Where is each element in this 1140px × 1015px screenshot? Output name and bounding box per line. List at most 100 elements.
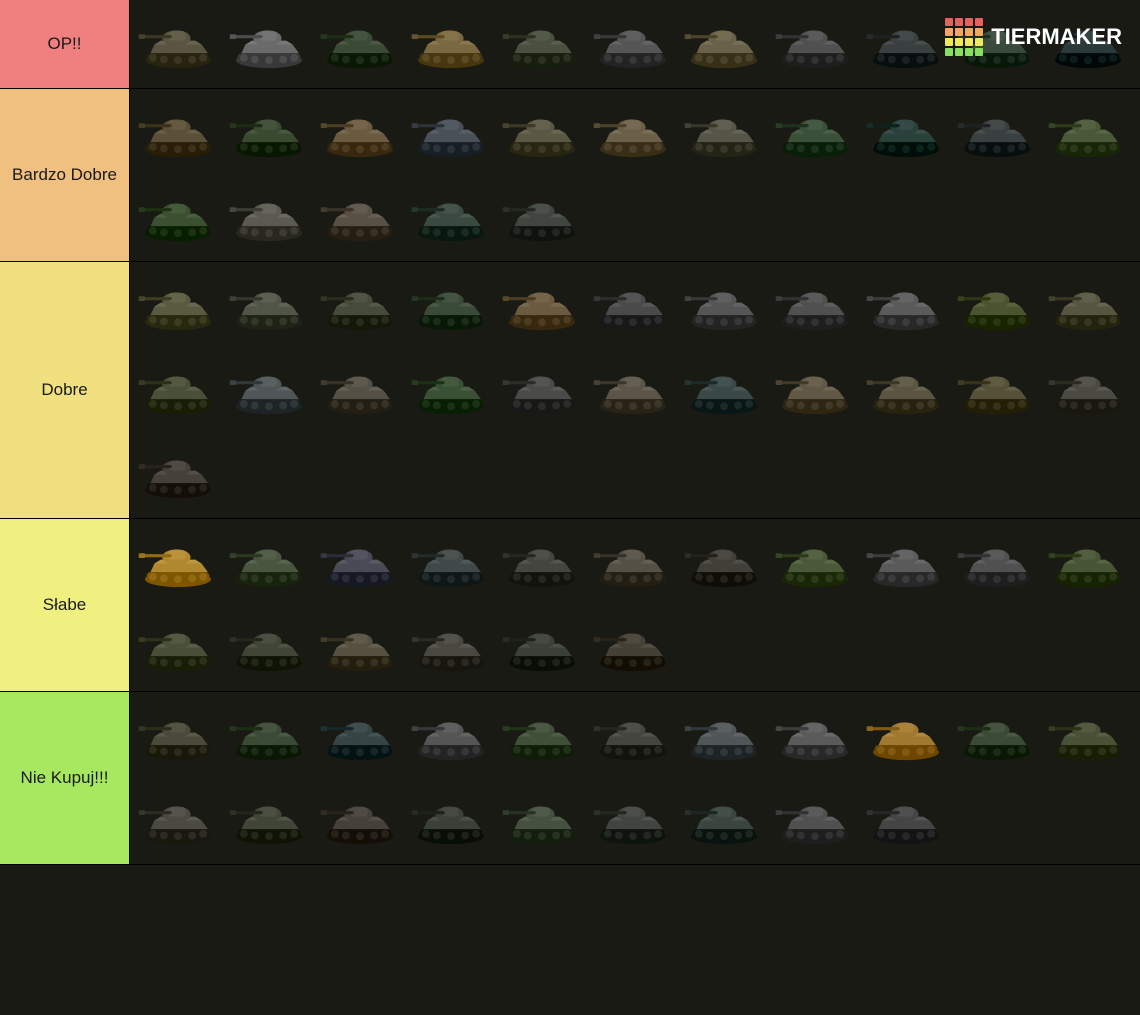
tank-item[interactable] [406, 176, 495, 258]
tank-item[interactable] [861, 779, 950, 861]
tank-item[interactable] [133, 522, 222, 604]
tank-item[interactable] [679, 3, 768, 85]
logo-cell [955, 48, 963, 56]
tank-item[interactable] [679, 779, 768, 861]
tier-list: OP!! [0, 0, 1140, 865]
tank-item[interactable] [406, 3, 495, 85]
tank-item[interactable] [861, 92, 950, 174]
tank-item[interactable] [133, 265, 222, 347]
tank-item[interactable] [679, 92, 768, 174]
tiermaker-logo: TIERMAKER [945, 18, 1122, 56]
tank-item[interactable] [588, 349, 677, 431]
tank-item[interactable] [497, 176, 586, 258]
tier-label[interactable]: Dobre [0, 262, 130, 518]
tank-item[interactable] [224, 779, 313, 861]
tank-item[interactable] [315, 265, 404, 347]
tank-item[interactable] [497, 265, 586, 347]
tank-item[interactable] [770, 522, 859, 604]
tank-item[interactable] [497, 522, 586, 604]
tank-item[interactable] [315, 176, 404, 258]
tank-item[interactable] [770, 92, 859, 174]
tank-item[interactable] [770, 695, 859, 777]
tank-item[interactable] [224, 522, 313, 604]
tank-item[interactable] [133, 695, 222, 777]
tier-label[interactable]: Słabe [0, 519, 130, 691]
tank-item[interactable] [497, 92, 586, 174]
tank-item[interactable] [406, 522, 495, 604]
tank-item[interactable] [224, 3, 313, 85]
tank-item[interactable] [406, 265, 495, 347]
tank-item[interactable] [861, 522, 950, 604]
tank-item[interactable] [952, 349, 1041, 431]
tank-item[interactable] [770, 265, 859, 347]
tank-item[interactable] [315, 779, 404, 861]
tank-item[interactable] [770, 3, 859, 85]
tank-item[interactable] [952, 695, 1041, 777]
tank-item[interactable] [1043, 92, 1132, 174]
tank-item[interactable] [133, 349, 222, 431]
tank-item[interactable] [497, 606, 586, 688]
tier-label[interactable]: Bardzo Dobre [0, 89, 130, 261]
tank-item[interactable] [315, 92, 404, 174]
tank-item[interactable] [315, 606, 404, 688]
tank-item[interactable] [406, 606, 495, 688]
tank-item[interactable] [315, 349, 404, 431]
tank-item[interactable] [861, 695, 950, 777]
tank-item[interactable] [588, 92, 677, 174]
tank-item[interactable] [497, 695, 586, 777]
tank-item[interactable] [770, 779, 859, 861]
logo-cell [965, 48, 973, 56]
tank-item[interactable] [1043, 349, 1132, 431]
tank-item[interactable] [1043, 522, 1132, 604]
tank-item[interactable] [952, 92, 1041, 174]
tank-item[interactable] [770, 349, 859, 431]
tier-items [130, 692, 1140, 864]
tank-item[interactable] [588, 522, 677, 604]
tank-item[interactable] [588, 606, 677, 688]
tank-item[interactable] [588, 779, 677, 861]
tank-item[interactable] [224, 176, 313, 258]
tank-item[interactable] [133, 92, 222, 174]
tank-item[interactable] [406, 695, 495, 777]
tank-item[interactable] [406, 779, 495, 861]
tank-item[interactable] [133, 606, 222, 688]
tank-item[interactable] [588, 695, 677, 777]
tank-item[interactable] [588, 3, 677, 85]
tank-item[interactable] [315, 522, 404, 604]
tank-item[interactable] [1043, 265, 1132, 347]
tank-item[interactable] [133, 176, 222, 258]
tank-item[interactable] [952, 265, 1041, 347]
tank-item[interactable] [952, 522, 1041, 604]
tank-item[interactable] [224, 349, 313, 431]
tank-item[interactable] [588, 265, 677, 347]
tank-item[interactable] [224, 265, 313, 347]
tank-item[interactable] [679, 695, 768, 777]
tank-item[interactable] [497, 349, 586, 431]
tank-item[interactable] [406, 349, 495, 431]
tier-label[interactable]: Nie Kupuj!!! [0, 692, 130, 864]
tank-item[interactable] [224, 695, 313, 777]
tank-item[interactable] [679, 522, 768, 604]
tank-item[interactable] [315, 3, 404, 85]
tank-item[interactable] [1043, 695, 1132, 777]
tank-item[interactable] [133, 779, 222, 861]
tank-item[interactable] [861, 265, 950, 347]
logo-cell [975, 18, 983, 26]
tank-item[interactable] [133, 433, 222, 515]
tank-item[interactable] [224, 92, 313, 174]
tank-item[interactable] [679, 265, 768, 347]
tier-items [130, 262, 1140, 518]
tank-item[interactable] [679, 349, 768, 431]
tank-item[interactable] [861, 3, 950, 85]
tank-item[interactable] [315, 695, 404, 777]
tank-item[interactable] [497, 779, 586, 861]
tank-item[interactable] [406, 92, 495, 174]
tank-item[interactable] [224, 606, 313, 688]
tank-item[interactable] [861, 349, 950, 431]
logo-cell [945, 38, 953, 46]
tank-item[interactable] [497, 3, 586, 85]
tank-item[interactable] [133, 3, 222, 85]
tier-items [130, 519, 1140, 691]
tier-label[interactable]: OP!! [0, 0, 130, 88]
logo-cell [955, 18, 963, 26]
